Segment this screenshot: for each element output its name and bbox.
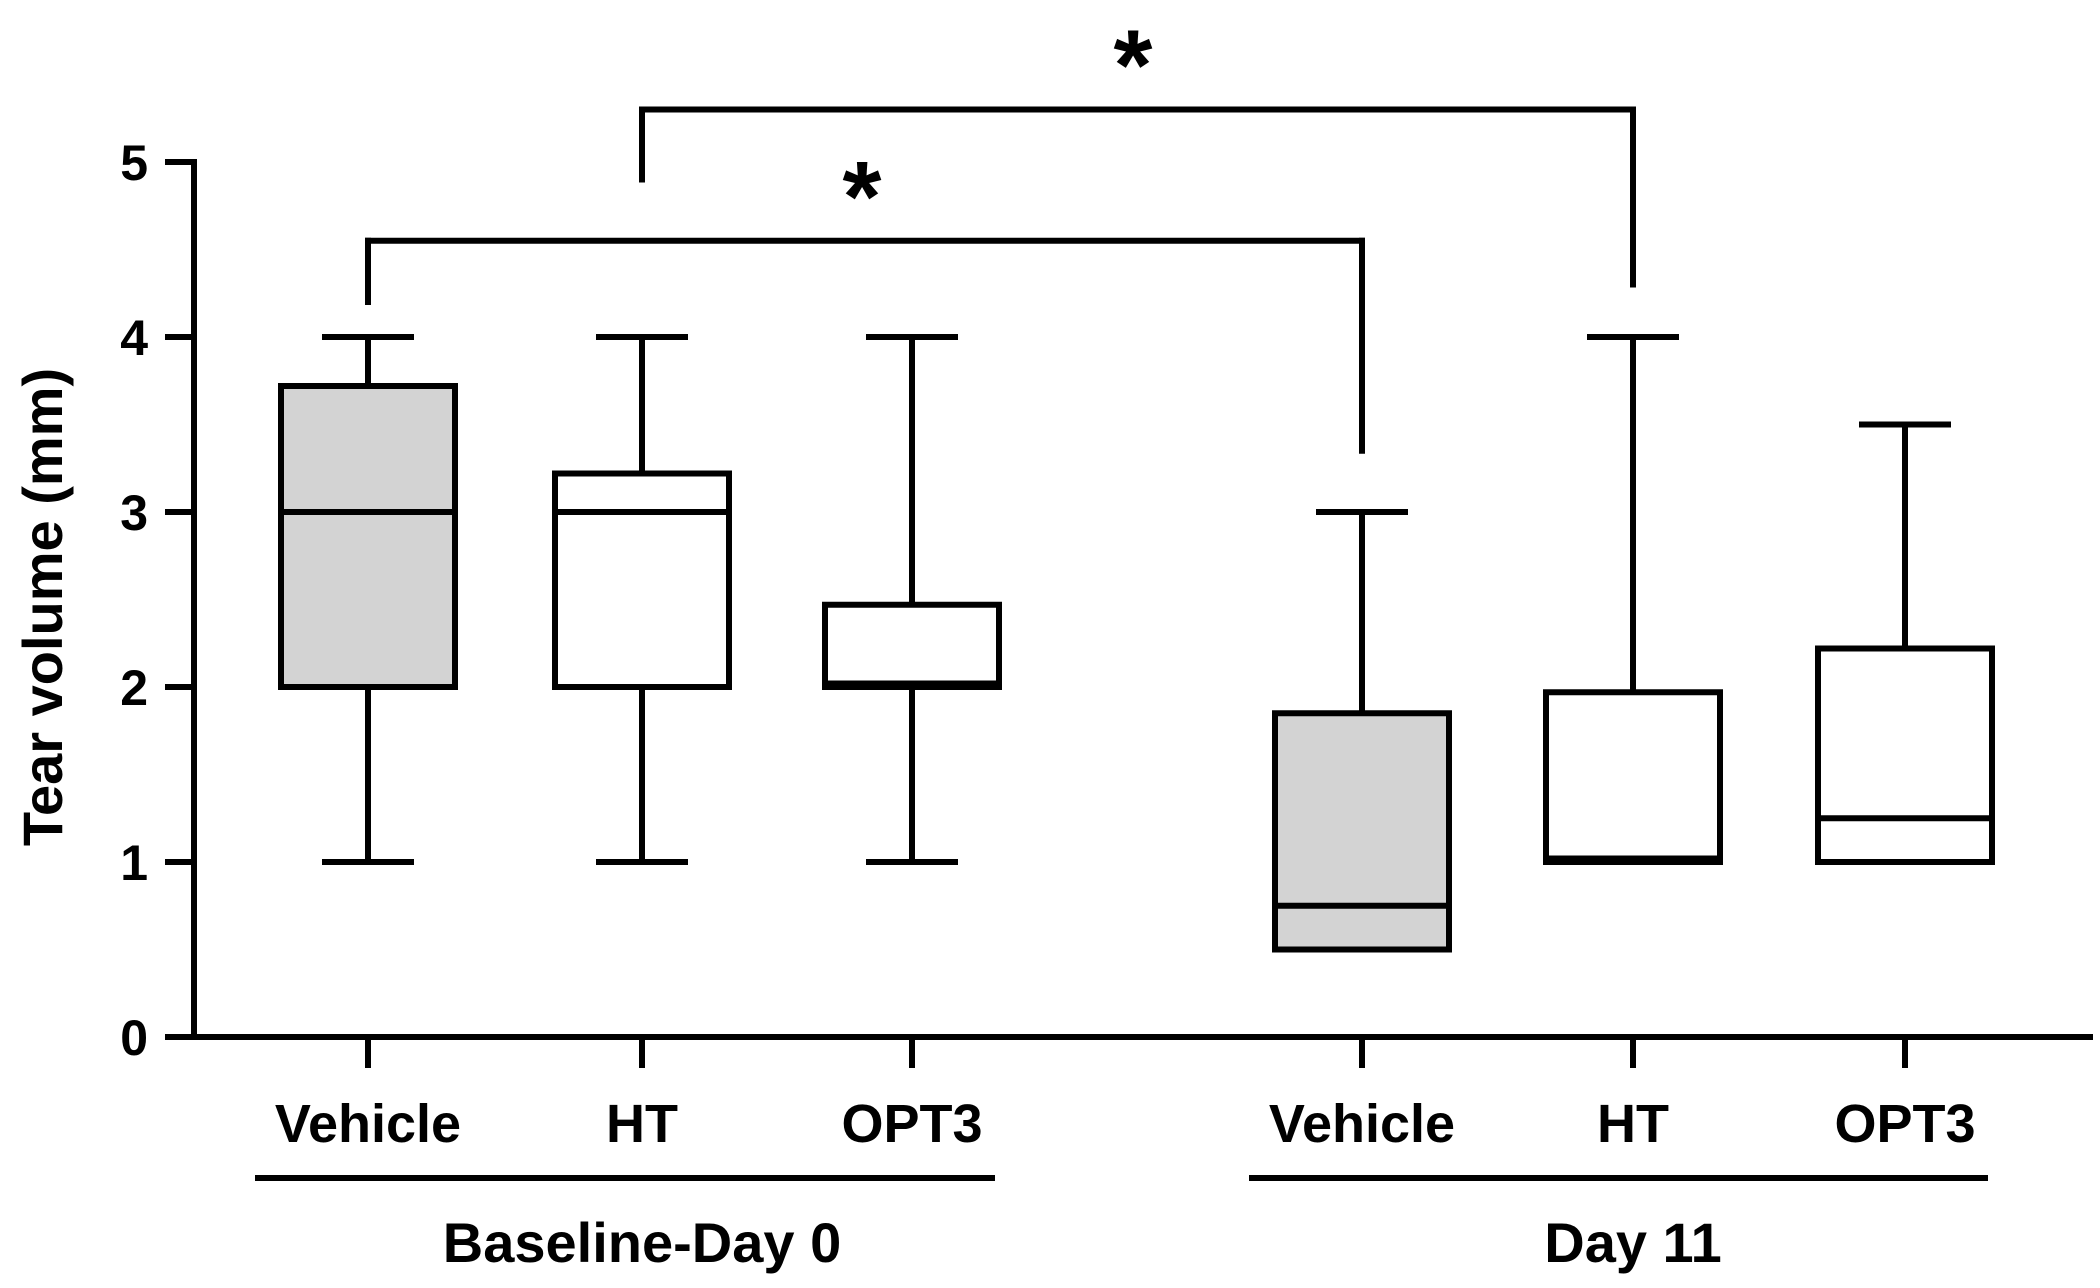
box-day-11-vehicle (1272, 710, 1452, 953)
y-tick-label-0: 0 (120, 1010, 148, 1066)
significance-star-0: * (843, 141, 882, 253)
box-baseline-day-0-opt3 (822, 601, 1002, 690)
category-label-baseline-day-0-vehicle: Vehicle (275, 1094, 461, 1154)
category-label-baseline-day-0-opt3: OPT3 (841, 1094, 982, 1154)
group-label-0: Baseline-Day 0 (443, 1211, 841, 1274)
box-baseline-day-0-vehicle (278, 383, 458, 690)
box-day-11-ht (1543, 689, 1723, 865)
box-day-11-opt3 (1815, 645, 1995, 865)
significance-star-1: * (1114, 10, 1153, 122)
category-label-day-11-opt3: OPT3 (1834, 1094, 1975, 1154)
y-tick-label-3: 3 (120, 485, 148, 541)
box-baseline-day-0-ht (552, 470, 732, 690)
y-tick-label-5: 5 (120, 135, 148, 191)
group-label-1: Day 11 (1544, 1211, 1722, 1274)
y-tick-label-4: 4 (120, 310, 148, 366)
y-axis-label: Tear volume (mm) (11, 368, 74, 846)
y-tick-label-2: 2 (120, 660, 148, 716)
category-label-baseline-day-0-ht: HT (606, 1094, 678, 1154)
category-label-day-11-ht: HT (1597, 1094, 1669, 1154)
y-tick-label-1: 1 (120, 835, 148, 891)
category-label-day-11-vehicle: Vehicle (1269, 1094, 1455, 1154)
